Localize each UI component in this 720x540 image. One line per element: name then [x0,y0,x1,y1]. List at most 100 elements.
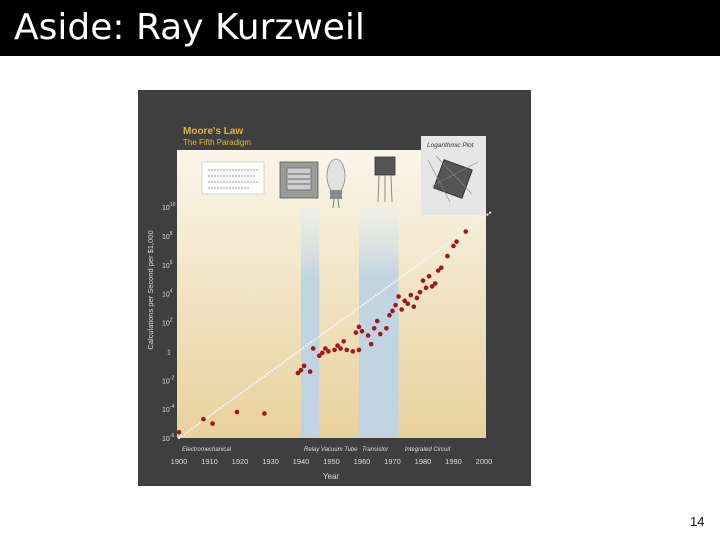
x-tick-label: 1920 [232,457,249,466]
trend-dot [359,305,362,308]
data-point [414,295,420,301]
paradigm-label: Integrated Circuit [405,447,451,453]
trend-dot [190,427,194,430]
trend-dot [211,412,214,415]
trend-dot [364,301,367,305]
x-tick-label: 2000 [476,457,493,466]
trend-dot [473,222,476,226]
data-point [411,304,417,309]
data-point [210,421,215,426]
trend-dot [276,365,279,368]
data-point [432,281,438,286]
trend-dot [411,267,414,271]
x-axis-ticks: 1900 1910 1920 1930 1940 1950 1960 1970 1980 1990… [171,457,493,466]
trend-dot [393,281,396,284]
data-point [262,411,267,416]
relay-illustration [279,161,319,199]
trend-dot [289,356,292,359]
trend-dot [240,391,243,395]
y-axis-ticks: 1010 108 106 104 102 1 10-2 10-4 10-6 [162,202,176,443]
trend-dot [260,376,264,380]
trend-dot [237,393,240,396]
trend-dot [253,382,256,385]
paradigm-label: Electromechanical [182,447,232,453]
trend-dot [195,423,199,427]
x-tick-label: 1990 [445,457,462,466]
x-tick-label: 1910 [201,457,218,466]
data-point [396,294,401,299]
data-point [420,278,426,283]
trend-dot [291,354,295,357]
data-point [326,349,331,354]
trend-dot [268,371,271,374]
trend-dot [382,288,385,291]
data-point [390,308,395,314]
y-tick-label: 10-2 [162,375,174,385]
data-point [399,307,404,312]
trend-dot [214,410,217,413]
trend-dot [255,380,258,383]
chart-svg: Moore's Law The Fifth Paradigm Logarithm… [138,90,531,486]
trend-dot [198,421,201,425]
data-point [201,416,206,422]
trend-dot [335,322,339,325]
x-tick-label: 1970 [384,457,401,466]
trend-dot [470,224,474,228]
trend-dot [247,386,251,389]
trend-dot [437,249,440,252]
x-axis-label: Year [323,472,340,481]
trend-dot [356,307,360,310]
trend-dot [408,269,411,273]
data-point [359,328,365,334]
trend-dot [297,350,300,353]
trend-dot [317,335,321,338]
data-point [320,350,325,356]
trend-dot [333,324,336,327]
trend-dot [351,311,354,314]
trend-dot [208,414,212,417]
trend-dot [265,373,269,376]
slide-title: Aside: Ray Kurzweil [14,7,365,48]
x-tick-label: 1900 [171,457,188,466]
data-point [445,253,450,259]
trend-dot [452,237,455,241]
trend-dot [460,232,463,235]
data-point [332,347,337,353]
moores-law-chart: Moore's Law The Fifth Paradigm Logarithm… [138,90,531,486]
data-point [371,325,377,331]
data-points [176,229,469,435]
trend-dot [395,279,398,282]
trend-dot [310,341,313,344]
trend-dot [216,408,220,411]
page-number: 14 [690,514,705,529]
trend-dot [354,309,357,312]
trend-dot [361,303,365,306]
paradigm-band-3 [358,208,399,438]
paradigm-labels: Electromechanical Relay Vacuum Tube Transis… [182,447,451,453]
x-tick-label: 1980 [415,457,432,466]
y-tick-label: 102 [162,318,173,328]
data-point [356,324,362,330]
trend-line [177,211,492,440]
data-point [402,298,408,304]
paradigm-band-1 [301,208,320,438]
x-tick-label: 1940 [293,457,310,466]
trend-dot [450,239,453,243]
trend-dot [250,384,253,387]
y-tick-label: 104 [162,289,173,299]
data-point [356,347,362,353]
trend-dot [434,251,437,254]
data-point [435,268,441,273]
y-tick-label: 10-4 [162,404,174,414]
trend-dot [242,389,245,393]
trend-dot [488,211,492,214]
trend-dot [224,403,227,406]
data-point [335,343,340,348]
trend-dot [413,266,417,269]
trend-dot [325,329,328,333]
data-point [317,353,322,359]
data-point [384,325,389,331]
trend-dot [380,290,383,293]
trend-dot [323,331,326,335]
chart-title: Moore's Law [183,126,243,137]
